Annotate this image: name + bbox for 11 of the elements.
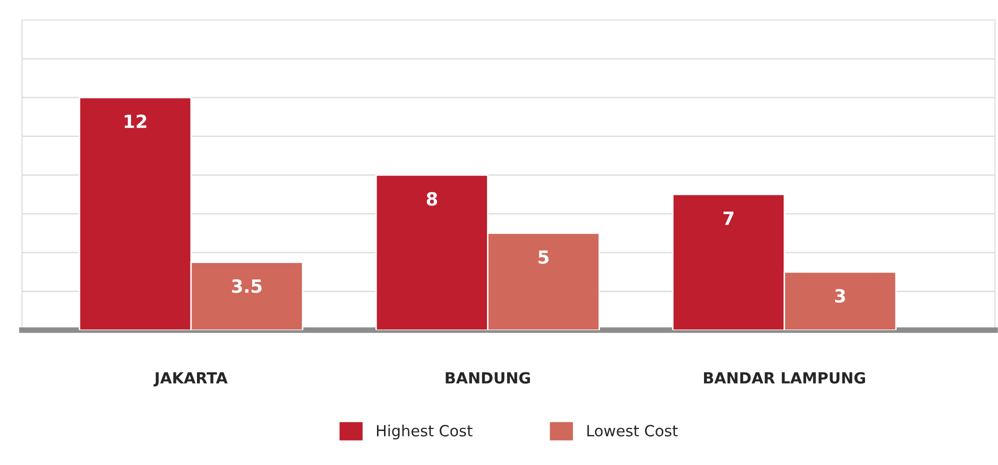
data-label: 7 <box>724 212 734 225</box>
x-tick-label: JAKARTA <box>154 372 228 386</box>
data-label: 12 <box>124 114 146 128</box>
x-tick-label: BANDUNG <box>446 372 530 384</box>
legend-label: Highest Cost <box>377 424 472 440</box>
legend-label: Lowest Cost <box>587 424 678 436</box>
x-tick-label: BANDAR LAMPUNG <box>704 372 866 384</box>
data-label: 5 <box>538 250 549 264</box>
data-label: 8 <box>426 192 438 206</box>
data-label: 3.5 <box>232 279 262 293</box>
data-label: 3 <box>835 288 845 303</box>
